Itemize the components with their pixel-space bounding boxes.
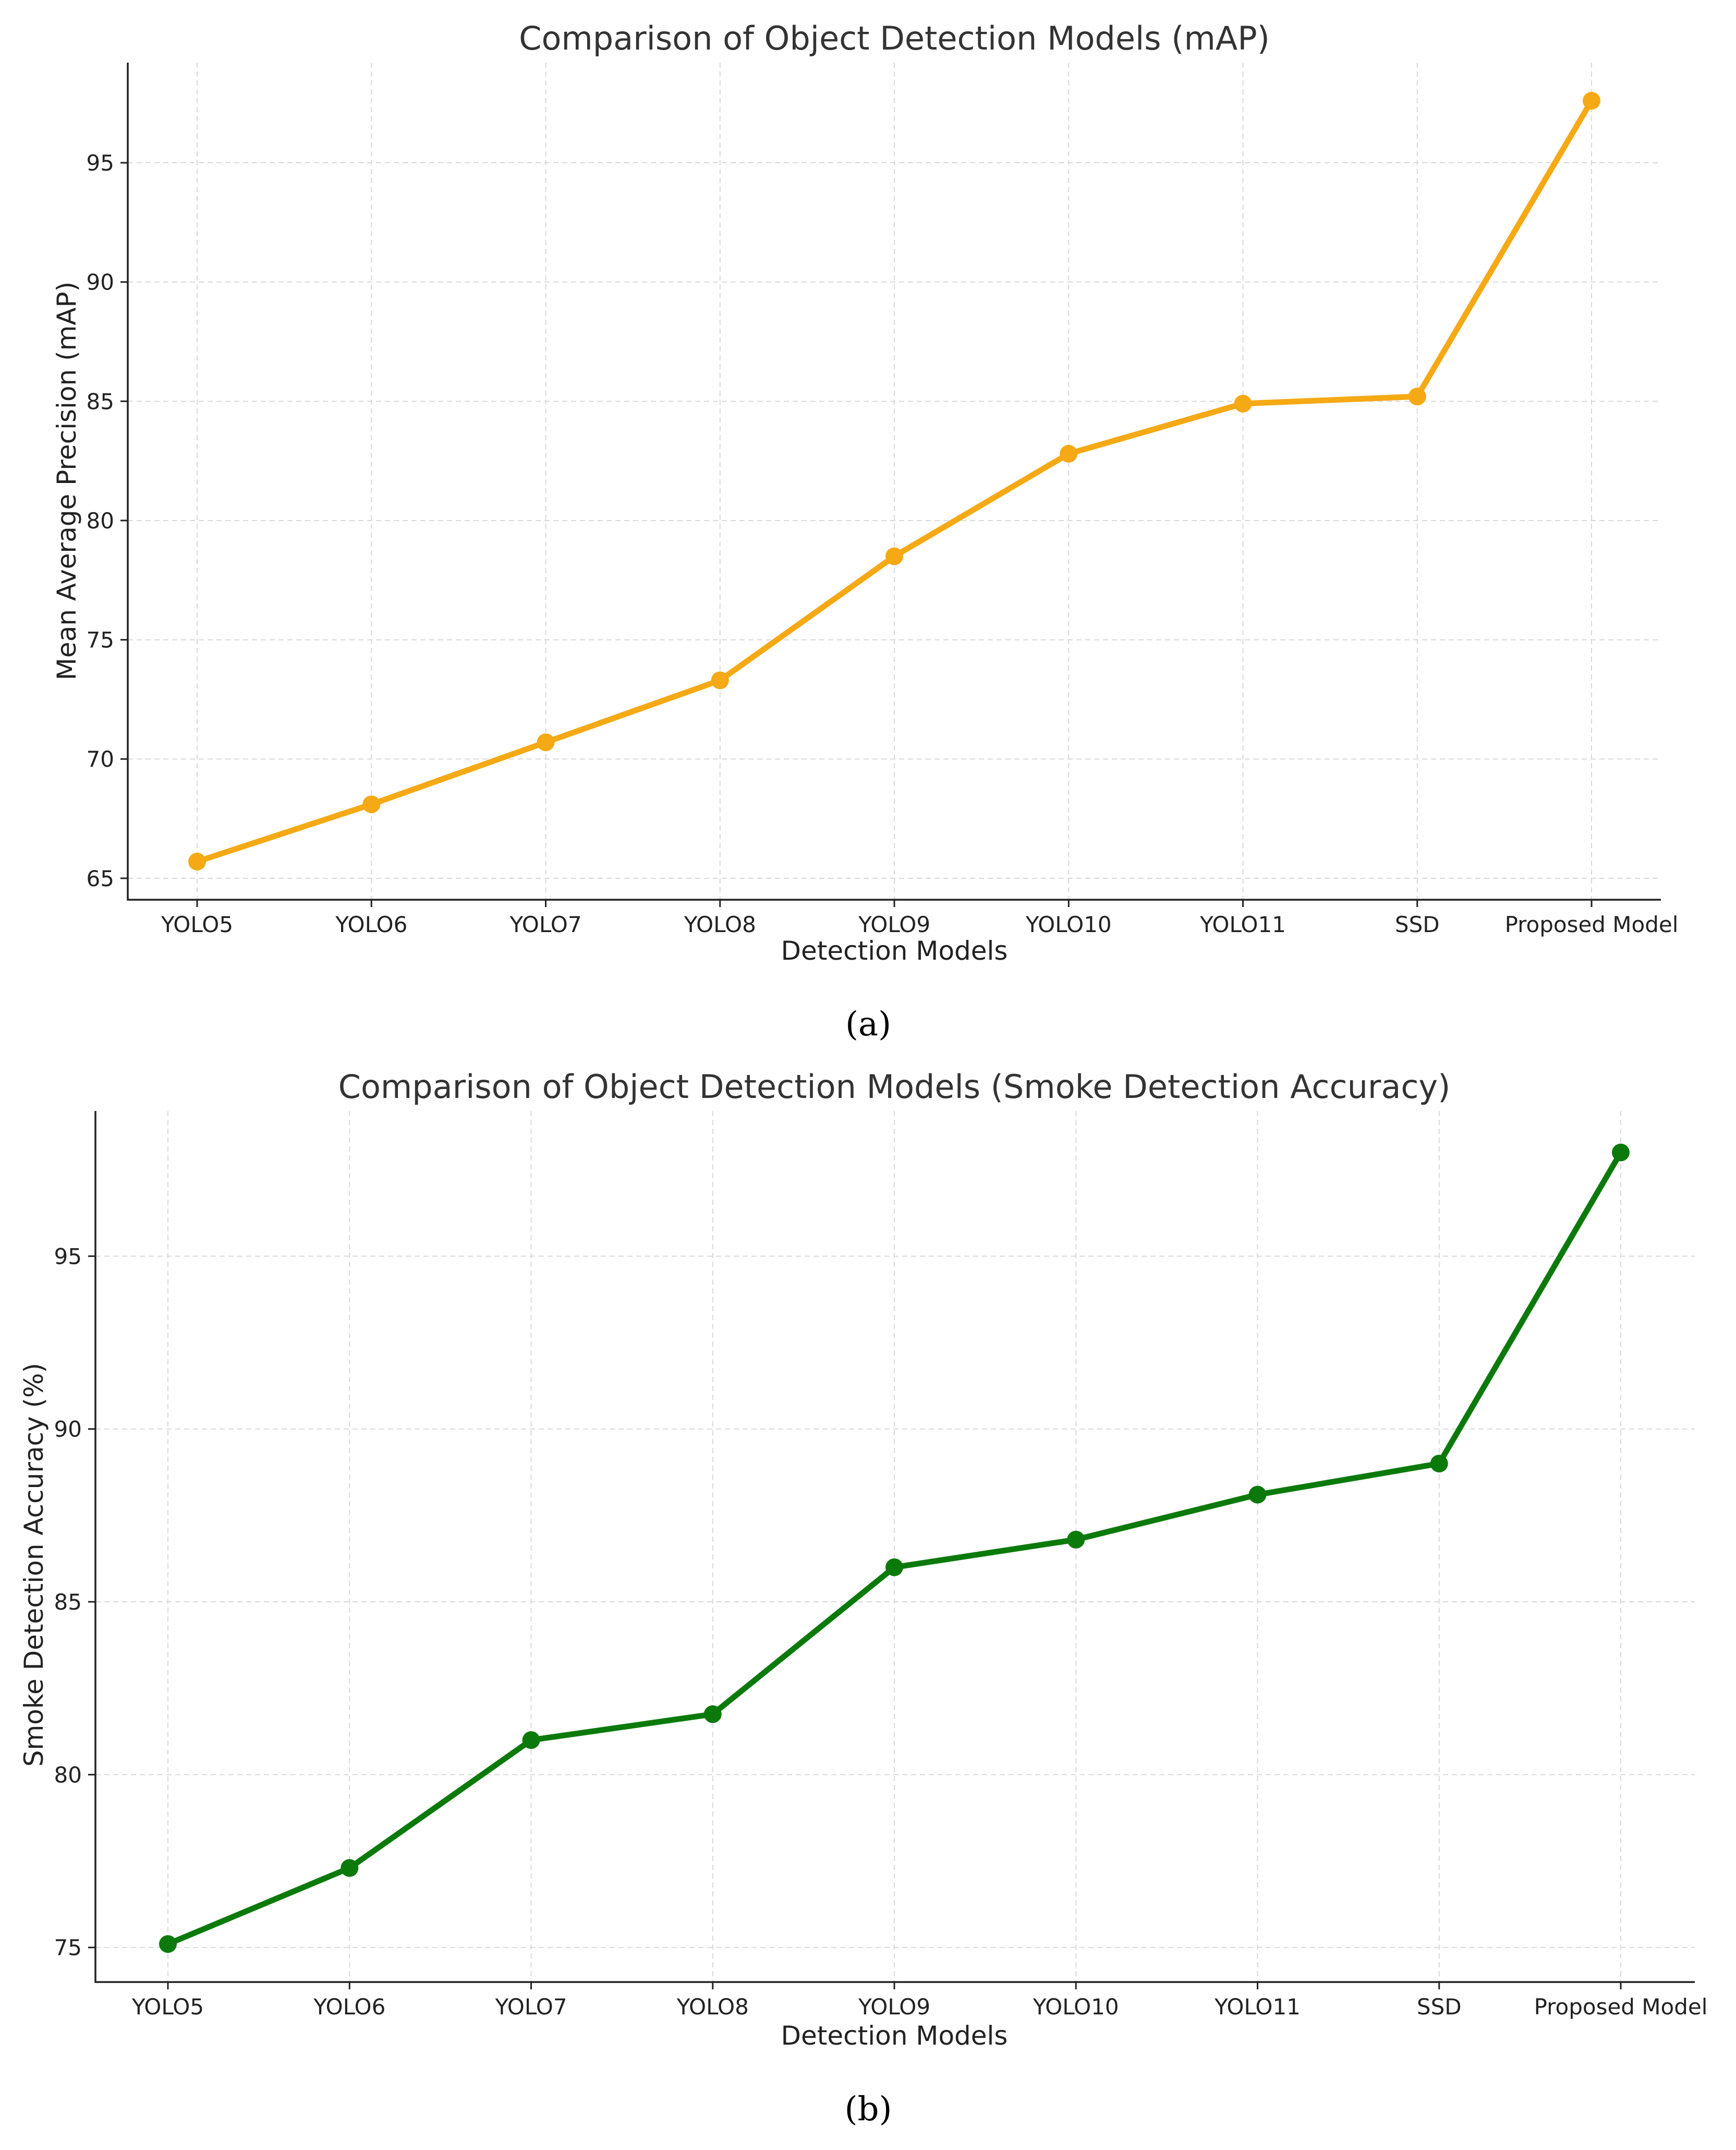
data-point [341,1859,359,1877]
x-tick-label: YOLO6 [335,912,407,937]
chart-a-y-axis-label: Mean Average Precision (mAP) [52,282,82,680]
chart-a-x-ticks: YOLO5 YOLO6 YOLO7 YOLO8 YOLO9 YOLO10 YOLO11 SSD… [161,900,1678,937]
y-tick-label: 95 [87,150,114,176]
chart-b-x-axis-label: Detection Models [781,2021,1008,2051]
chart-a-caption: (a) [845,1005,891,1044]
data-point [159,1935,177,1953]
chart-a-grid [128,63,1661,900]
x-tick-label: Proposed Model [1505,912,1679,937]
data-point [522,1731,540,1749]
chart-b-y-ticks: 75 80 85 90 95 [54,1243,95,1961]
data-point [537,733,555,752]
y-tick-label: 85 [87,389,114,414]
x-tick-label: YOLO10 [1025,912,1112,937]
chart-b-grid [95,1111,1695,1982]
y-tick-label: 75 [54,1935,82,1961]
data-point [1234,394,1252,413]
x-tick-label: YOLO7 [509,912,581,937]
data-point [711,671,729,690]
x-tick-label: YOLO9 [858,912,930,937]
y-tick-label: 90 [87,270,114,295]
chart-b: Comparison of Object Detection Models (S… [19,1068,1707,2129]
x-tick-label: YOLO11 [1214,1994,1301,2020]
x-tick-label: Proposed Model [1534,1994,1708,2020]
data-point [885,1558,903,1576]
x-tick-label: YOLO9 [858,1994,930,2020]
x-tick-label: YOLO8 [684,912,756,937]
chart-b-x-ticks: YOLO5 YOLO6 YOLO7 YOLO8 YOLO9 YOLO10 YOLO11 SSD… [131,1982,1707,2020]
data-point [703,1705,722,1723]
chart-a-x-axis-label: Detection Models [781,936,1008,966]
x-tick-label: YOLO5 [131,1994,204,2020]
x-tick-label: YOLO8 [676,1994,749,2020]
data-point [1430,1454,1448,1472]
data-point [1612,1143,1630,1162]
y-tick-label: 90 [54,1417,82,1442]
x-tick-label: YOLO6 [313,1994,385,2020]
y-tick-label: 85 [54,1589,82,1615]
chart-b-y-axis-label: Smoke Detection Accuracy (%) [19,1363,49,1767]
x-tick-label: SSD [1395,912,1440,937]
x-tick-label: YOLO10 [1033,1994,1119,2020]
chart-a: Comparison of Object Detection Models (m… [52,19,1678,1044]
y-tick-label: 75 [87,627,114,653]
data-point [188,852,206,871]
chart-a-title: Comparison of Object Detection Models (m… [519,19,1270,57]
chart-a-axes [127,63,1661,901]
x-tick-label: YOLO7 [494,1994,567,2020]
x-tick-label: SSD [1417,1994,1462,2020]
chart-b-axes [94,1111,1695,1983]
y-tick-label: 70 [87,746,114,772]
y-tick-label: 65 [87,866,114,891]
y-tick-label: 80 [87,508,114,534]
data-point [1060,444,1078,463]
x-tick-label: YOLO11 [1199,912,1286,937]
data-point [885,547,903,565]
chart-b-caption: (b) [845,2090,892,2129]
data-point [362,795,381,814]
chart-a-points [188,92,1600,871]
y-tick-label: 95 [54,1243,82,1269]
data-point [1583,92,1600,110]
chart-a-y-ticks: 65 70 75 80 85 90 95 [87,150,128,891]
y-tick-label: 80 [54,1762,82,1787]
chart-b-points [159,1143,1630,1953]
x-tick-label: YOLO5 [161,912,233,937]
data-point [1067,1530,1085,1549]
chart-b-title: Comparison of Object Detection Models (S… [338,1068,1451,1106]
data-point [1408,388,1426,406]
data-point [1248,1485,1267,1504]
